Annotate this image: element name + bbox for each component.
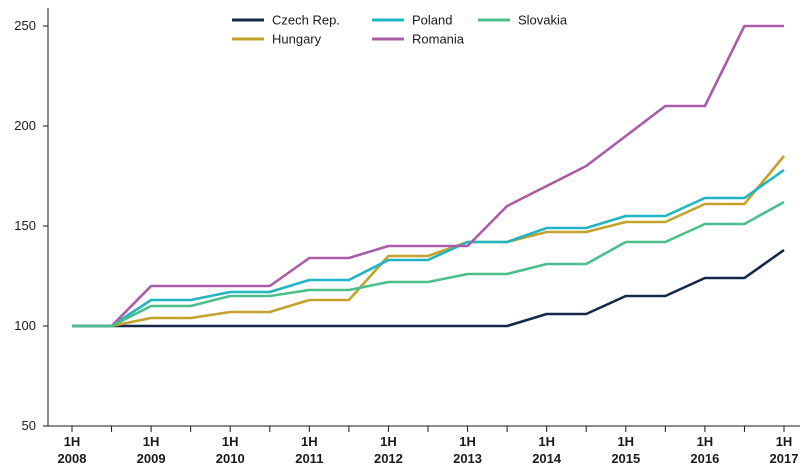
x-tick-label-line2: 2013 (453, 451, 482, 466)
x-tick-label-line2: 2015 (611, 451, 640, 466)
x-tick-label-line1: 1H (617, 434, 634, 449)
x-tick-label: 1H 2014 (532, 434, 562, 466)
x-tick-label-line1: 1H (143, 434, 160, 449)
legend-item-poland: Poland (372, 13, 452, 28)
legend-item-romania: Romania (372, 32, 465, 47)
x-tick-label-line1: 1H (222, 434, 239, 449)
x-tick-label-line1: 1H (776, 434, 793, 449)
x-tick-label-line2: 2008 (58, 451, 87, 466)
legend-item-slovakia: Slovakia (478, 13, 568, 28)
x-tick-label: 1H 2010 (216, 434, 245, 466)
x-tick-label: 1H 2017 (770, 434, 799, 466)
x-tick-label-line2: 2011 (295, 451, 323, 466)
series-lines (72, 26, 784, 326)
x-tick-label: 1H 2015 (611, 434, 640, 466)
x-tick-label-line1: 1H (301, 434, 318, 449)
y-tick-label: 100 (14, 318, 36, 333)
x-tick-label-line2: 2010 (216, 451, 245, 466)
y-tick-label: 200 (14, 118, 36, 133)
legend-label: Slovakia (518, 13, 568, 28)
legend-label: Czech Rep. (272, 13, 340, 28)
legend: Czech Rep. Poland Slovakia Hungary Romania (232, 13, 568, 47)
x-tick-label-line2: 2012 (374, 451, 403, 466)
x-tick-label-line2: 2014 (532, 451, 562, 466)
x-tick-label-line1: 1H (380, 434, 397, 449)
x-tick-label: 1H 2012 (374, 434, 403, 466)
x-tick-label-line2: 2017 (770, 451, 799, 466)
x-tick-label: 1H 2009 (137, 434, 166, 466)
x-tick-label: 1H 2013 (453, 434, 482, 466)
y-tick-label: 150 (14, 218, 36, 233)
x-tick-label: 1H 2008 (58, 434, 87, 466)
legend-item-hungary: Hungary (232, 32, 322, 47)
x-tick-label-line2: 2009 (137, 451, 166, 466)
x-tick-label-line1: 1H (459, 434, 476, 449)
series-line-slovakia (72, 202, 784, 326)
series-line-czech-rep (72, 250, 784, 326)
legend-item-czech-rep: Czech Rep. (232, 13, 340, 28)
x-tick-label-line1: 1H (64, 434, 81, 449)
series-line-poland (72, 170, 784, 326)
legend-label: Romania (412, 32, 465, 47)
x-tick-label-line2: 2016 (690, 451, 719, 466)
y-tick-label: 50 (22, 418, 36, 433)
x-tick-label-line1: 1H (697, 434, 714, 449)
legend-label: Poland (412, 13, 452, 28)
y-tick-label: 250 (14, 18, 36, 33)
legend-label: Hungary (272, 32, 322, 47)
x-tick-label-line1: 1H (538, 434, 555, 449)
x-tick-label: 1H 2011 (295, 434, 323, 466)
x-tick-label: 1H 2016 (690, 434, 719, 466)
